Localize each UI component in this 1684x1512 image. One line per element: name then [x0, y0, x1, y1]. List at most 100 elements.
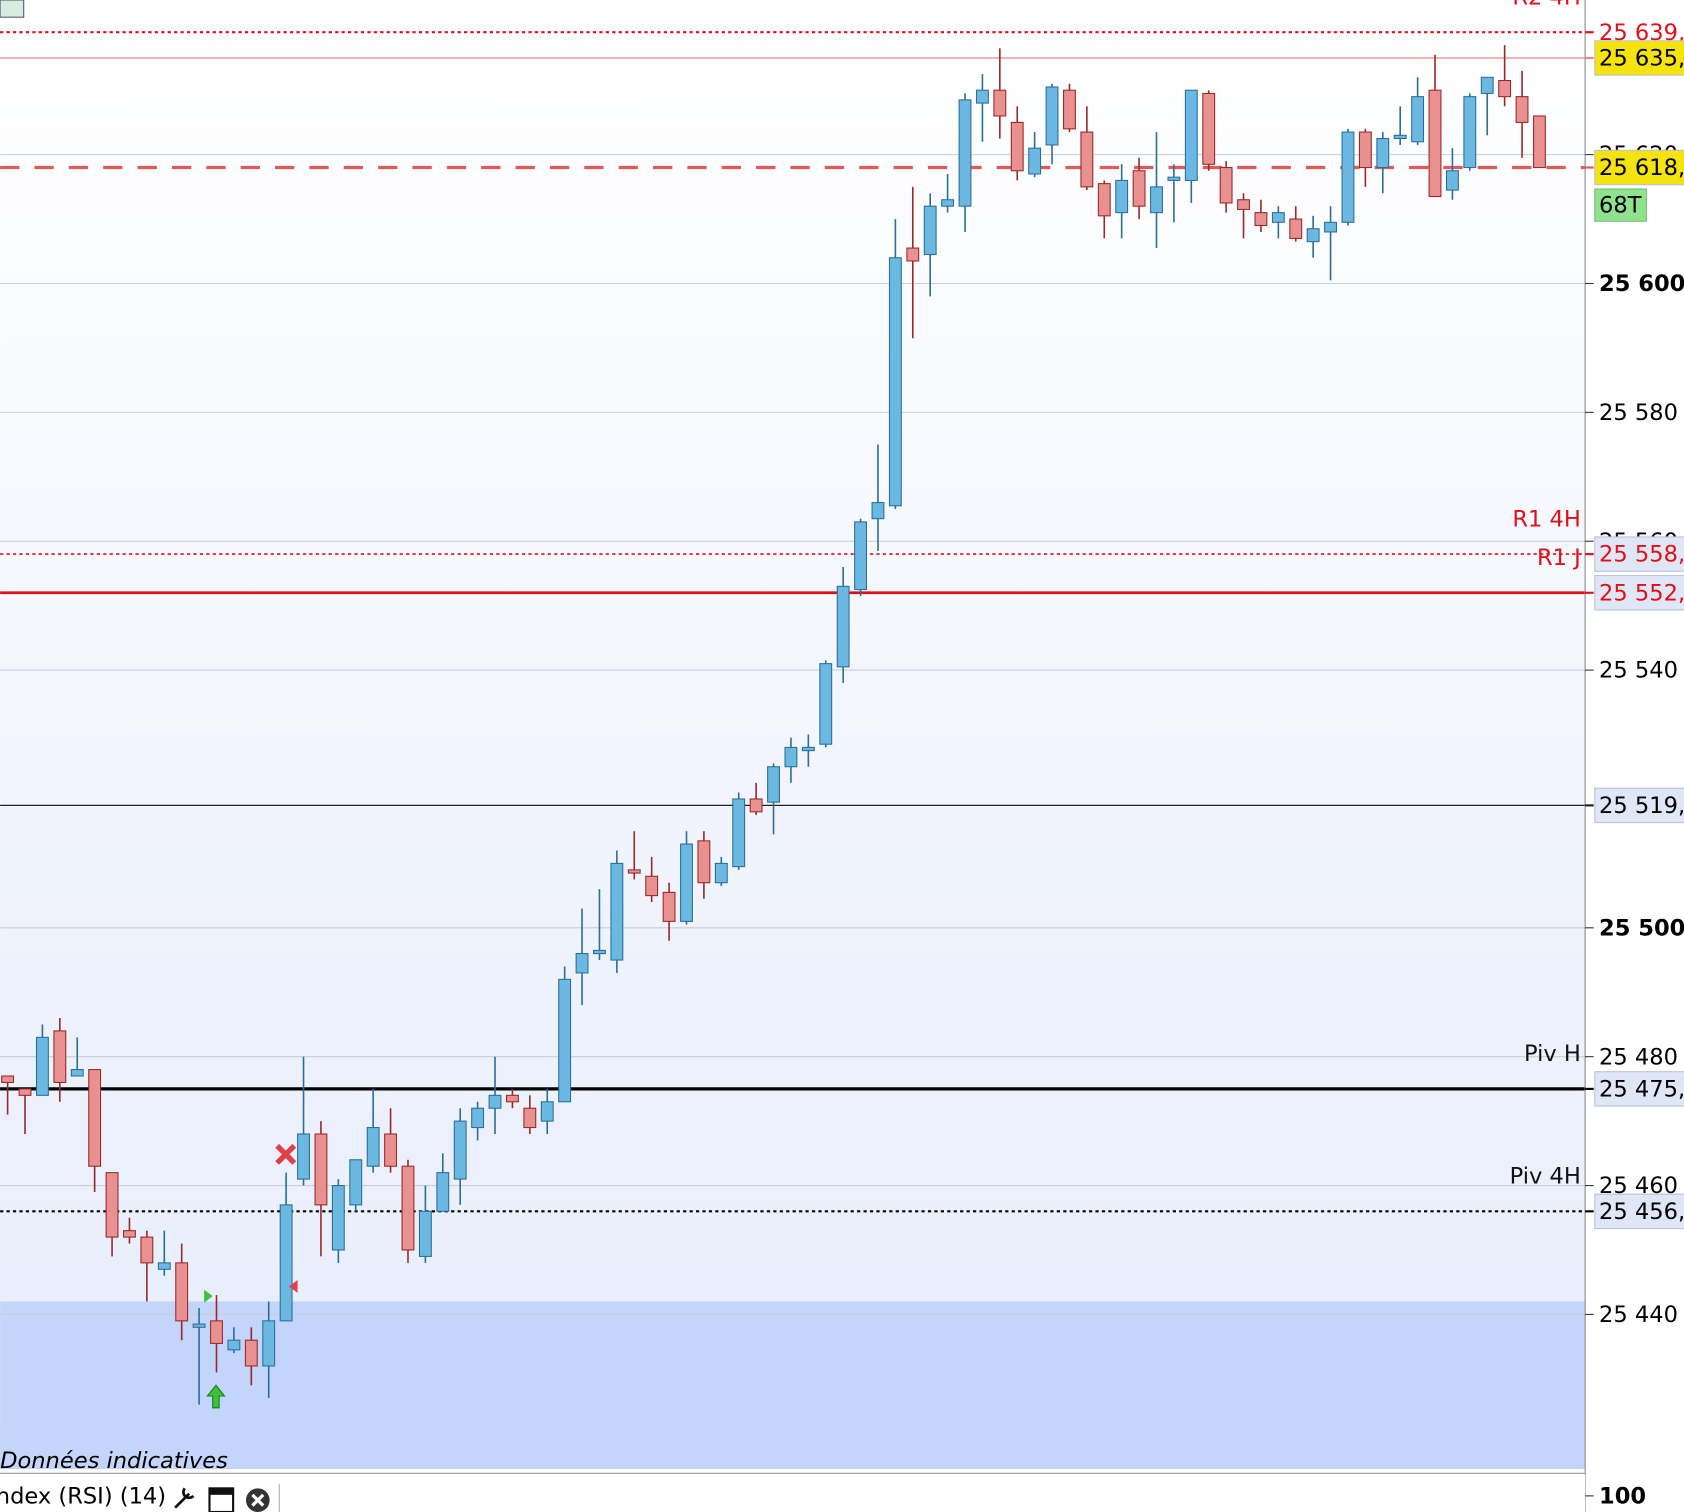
candle-body [836, 585, 850, 668]
candle [836, 567, 850, 683]
candle [70, 1037, 84, 1077]
candle-body [70, 1069, 84, 1077]
candle-body [505, 1094, 519, 1103]
corner-icon[interactable] [0, 0, 25, 18]
candle [192, 1307, 206, 1405]
candle [227, 1327, 241, 1354]
candle [418, 1185, 432, 1263]
candle-body [523, 1107, 537, 1129]
candle [1271, 206, 1285, 239]
candle [871, 444, 885, 551]
candle-body [610, 862, 624, 961]
candle-body [488, 1094, 502, 1109]
entry-marker [204, 1289, 213, 1303]
candle [35, 1024, 49, 1096]
candle-body [540, 1101, 554, 1122]
candle-body [1184, 89, 1198, 181]
candle [523, 1095, 537, 1134]
candle [662, 882, 676, 941]
candle-body [1428, 89, 1442, 198]
candle [18, 1088, 32, 1134]
price-label-bg [1594, 1071, 1684, 1107]
candle-body [923, 205, 937, 256]
candle [1254, 199, 1268, 232]
y-tick-label: 25 480 [1599, 1044, 1678, 1070]
candle [558, 966, 572, 1103]
candle-body [366, 1127, 380, 1167]
close-icon-cross [251, 1493, 265, 1507]
candle [1341, 128, 1355, 226]
candle [505, 1088, 519, 1109]
candle-body [314, 1133, 328, 1206]
candle [1411, 77, 1425, 145]
candle [1376, 132, 1390, 194]
candle [105, 1172, 119, 1257]
candle-body [1080, 131, 1094, 188]
candle [1306, 215, 1320, 258]
candle [1184, 89, 1198, 203]
price-label: 25 635, [1599, 46, 1684, 72]
candle-body [123, 1230, 136, 1238]
candle-body [627, 869, 641, 874]
candle [1219, 161, 1233, 213]
settings-icon[interactable] [174, 1487, 195, 1509]
candle [1358, 128, 1372, 187]
price-label-bg [1594, 787, 1684, 824]
candle-body [1115, 179, 1129, 214]
candle [1010, 106, 1024, 181]
candle-body [593, 949, 606, 955]
price-label-bg [1594, 40, 1684, 76]
candle-body [88, 1069, 102, 1167]
window-icon-bar [209, 1488, 234, 1495]
candle [1115, 164, 1129, 239]
candle [680, 831, 693, 925]
candle-body [1150, 186, 1163, 214]
candle [123, 1217, 136, 1244]
candle [1498, 45, 1512, 107]
candle-body [1324, 221, 1338, 233]
candle-body [1341, 131, 1355, 223]
candle-body [871, 502, 885, 520]
candle-body [210, 1320, 223, 1344]
candle [1237, 193, 1250, 239]
candle [1080, 106, 1094, 191]
candle [384, 1108, 398, 1173]
candle-body [1515, 96, 1529, 123]
price-label: 25 552, [1599, 580, 1684, 606]
level-name: Piv 4H [1510, 1163, 1581, 1189]
candle [645, 856, 659, 903]
candle-body [1254, 212, 1268, 227]
footnote: Données indicatives [0, 1448, 228, 1474]
candle-body [801, 746, 815, 752]
price-label-bg [1594, 575, 1684, 611]
note: 68T [1599, 193, 1642, 219]
candle-body [975, 89, 989, 104]
candle-body [436, 1172, 450, 1212]
candle-body [1533, 115, 1546, 169]
rsi-header-bg [0, 1474, 1586, 1512]
candle-body [993, 89, 1007, 117]
signal-markers [204, 1143, 298, 1409]
candle-body [1028, 147, 1042, 175]
candle-body [471, 1107, 485, 1129]
candle [88, 1069, 102, 1192]
candle-body [279, 1204, 293, 1322]
candle [958, 93, 972, 232]
candle-body [401, 1165, 415, 1251]
candle-body [297, 1133, 310, 1180]
candle-body [1289, 218, 1303, 239]
candle-body [192, 1323, 206, 1328]
candle [1097, 180, 1111, 239]
candle [331, 1179, 345, 1263]
candle-body [384, 1133, 398, 1167]
candle [244, 1327, 258, 1386]
y-tick-label: 25 540 [1599, 658, 1678, 684]
candle-body [453, 1120, 467, 1180]
candle-body [1010, 121, 1024, 172]
candle-body [1167, 176, 1181, 181]
price-label: 25 558, [1599, 542, 1684, 568]
candle [314, 1121, 328, 1257]
candle-body [35, 1036, 49, 1096]
candle-body [1498, 80, 1512, 98]
candle-body [732, 798, 746, 868]
